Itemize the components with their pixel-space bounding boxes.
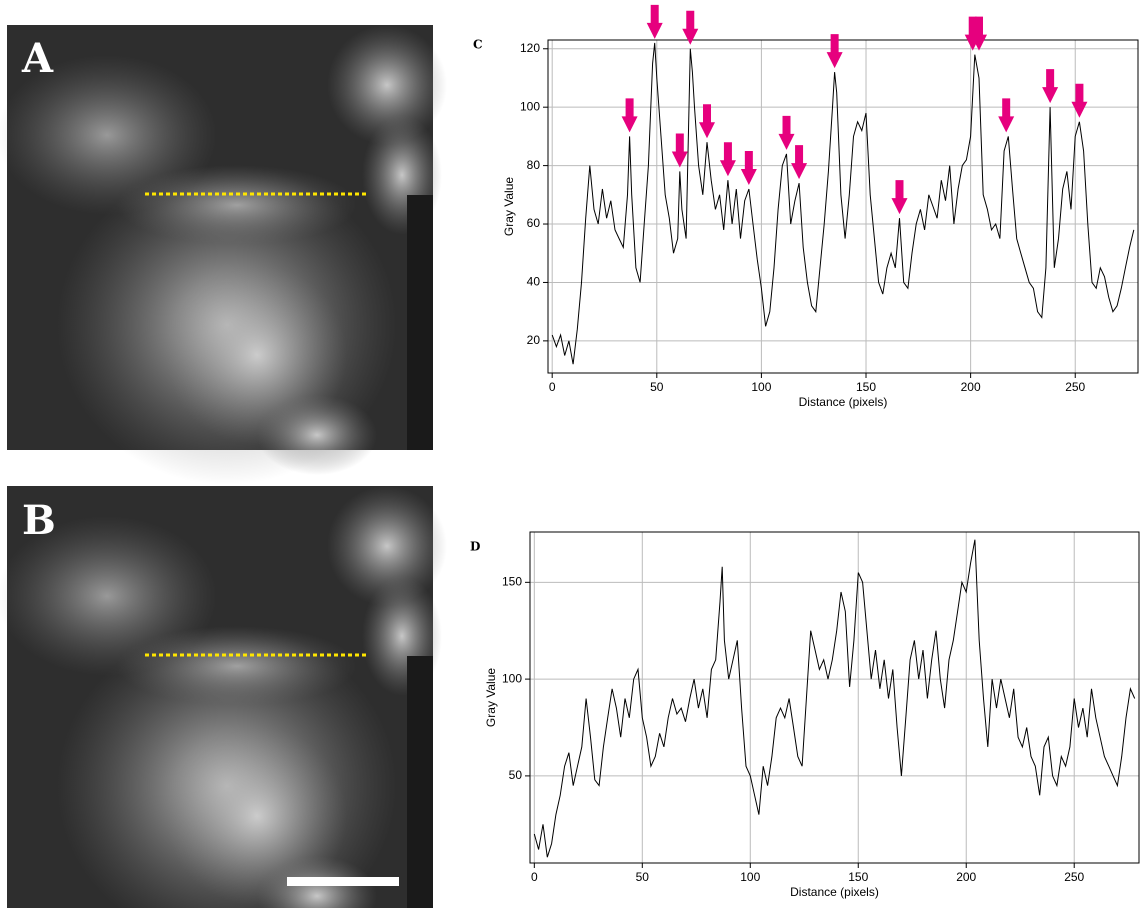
x-tick-label: 150 — [856, 380, 876, 394]
peak-arrow — [1042, 69, 1059, 104]
data-line — [533, 539, 1136, 858]
peak-arrow — [646, 4, 663, 39]
x-tick-label: 0 — [531, 870, 538, 884]
y-tick-label: 60 — [527, 216, 541, 230]
peak-arrow — [998, 98, 1015, 133]
x-tick-label: 0 — [549, 380, 556, 394]
x-tick-label: 250 — [1065, 380, 1085, 394]
panel-label: D — [470, 540, 480, 554]
peak-arrow — [621, 98, 638, 133]
y-tick-label: 50 — [509, 768, 523, 782]
data-line — [551, 42, 1135, 365]
peak-arrow — [778, 115, 795, 150]
x-tick-label: 100 — [740, 870, 760, 884]
x-tick-label: 50 — [650, 380, 664, 394]
y-tick-label: 80 — [527, 158, 541, 172]
panel-label: B — [22, 497, 56, 544]
micrograph-b — [0, 484, 449, 913]
y-tick-label: 100 — [520, 99, 540, 113]
y-axis-label: Gray Value — [502, 177, 516, 236]
panel-label: A — [21, 35, 54, 82]
panel-label: C — [473, 38, 483, 52]
x-tick-label: 200 — [961, 380, 981, 394]
y-tick-label: 20 — [527, 333, 541, 347]
y-tick-label: 120 — [520, 41, 540, 55]
y-tick-label: 150 — [502, 574, 522, 588]
plot-frame — [547, 39, 1139, 374]
x-tick-label: 200 — [956, 870, 976, 884]
y-tick-label: 40 — [527, 275, 541, 289]
peak-arrow — [719, 142, 736, 177]
y-axis-label: Gray Value — [484, 668, 498, 727]
peak-arrow — [740, 150, 757, 185]
x-tick-label: 150 — [848, 870, 868, 884]
y-tick-label: 100 — [502, 671, 522, 685]
peak-arrow — [791, 145, 808, 180]
plot-frame — [529, 531, 1140, 864]
x-axis-label: Distance (pixels) — [799, 395, 888, 409]
peak-arrow — [671, 133, 688, 168]
peak-arrow — [891, 180, 908, 215]
x-tick-label: 250 — [1064, 870, 1084, 884]
peak-arrow — [682, 10, 699, 45]
peak-arrow — [1071, 83, 1088, 118]
x-tick-label: 100 — [751, 380, 771, 394]
micrograph-a — [0, 23, 449, 487]
x-tick-label: 50 — [636, 870, 650, 884]
x-axis-label: Distance (pixels) — [790, 885, 879, 899]
peak-arrow — [970, 16, 987, 51]
scale-bar — [287, 877, 399, 886]
peak-arrow — [826, 34, 843, 69]
peak-arrow — [699, 104, 716, 139]
